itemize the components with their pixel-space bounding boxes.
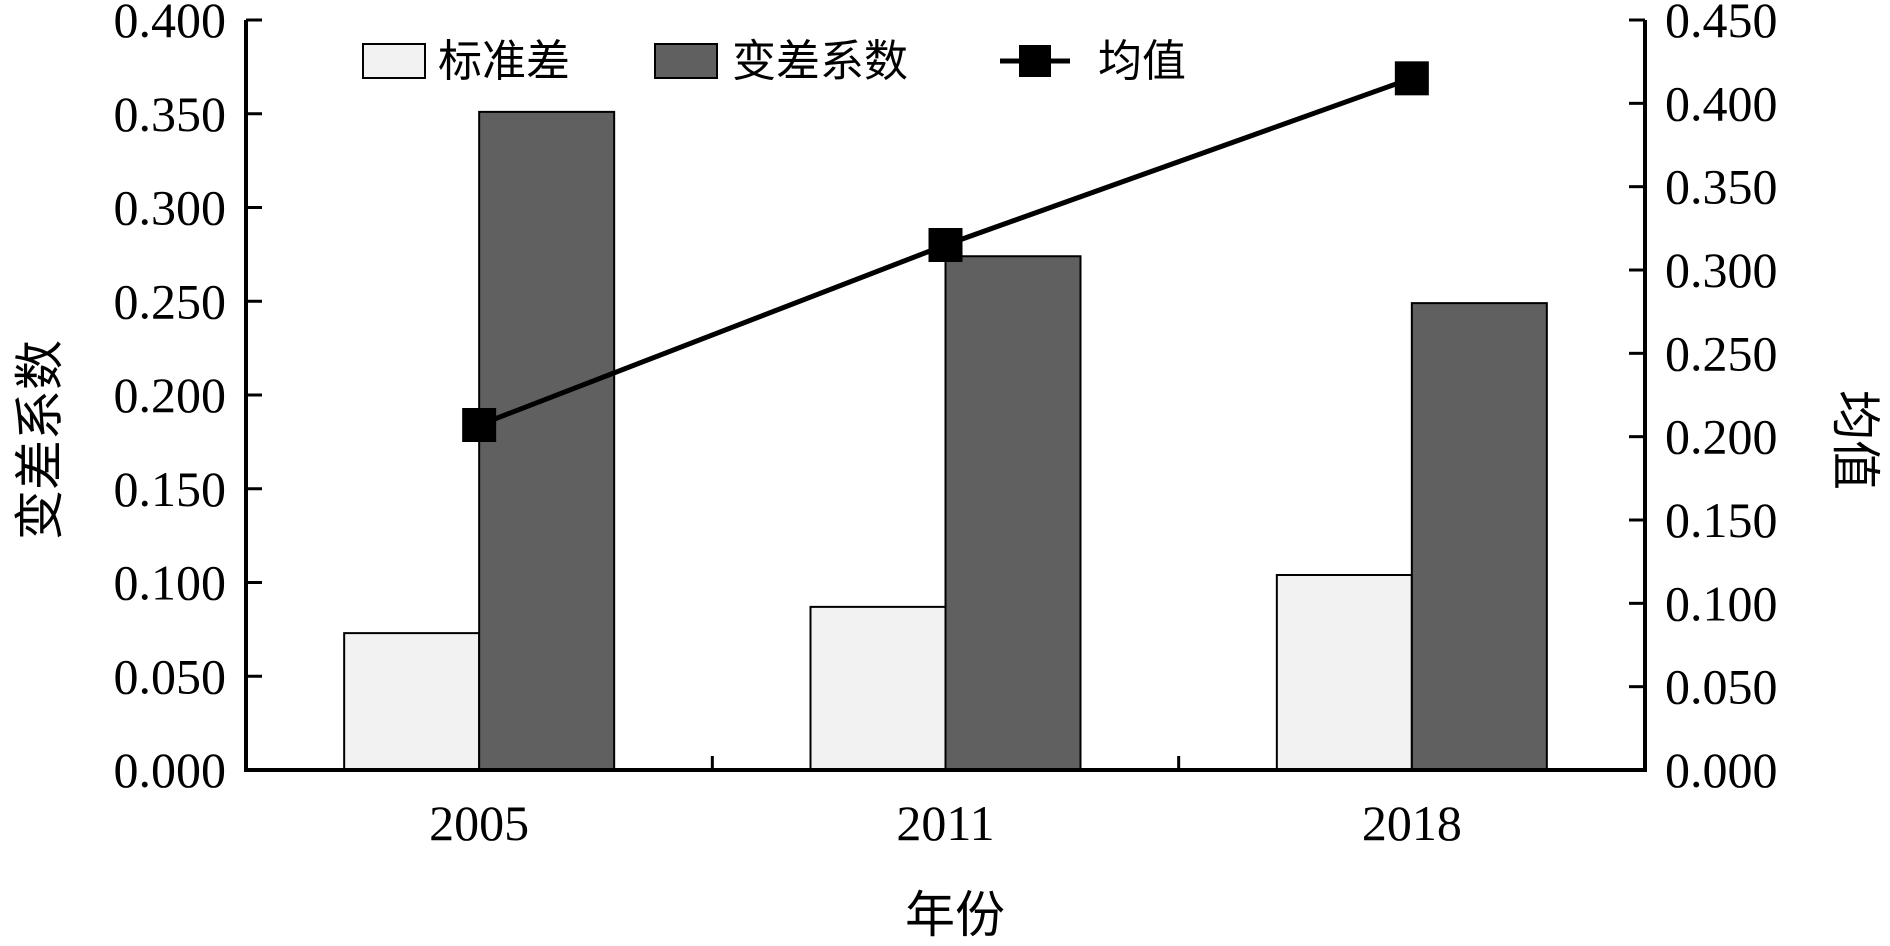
y-tick-label: 0.000	[114, 742, 227, 798]
bar-cv-2011	[944, 255, 1082, 771]
y-tick-label: 0.100	[114, 555, 227, 611]
legend-swatch-cv	[654, 43, 718, 79]
y-axis-title: 变差系数	[11, 340, 69, 540]
y2-tick-label: 0.200	[1665, 409, 1778, 465]
bar-cv-2005	[478, 110, 616, 771]
y2-tick-label: 0.100	[1665, 575, 1778, 631]
x-tick-label: 2005	[429, 795, 529, 851]
y2-tick-label: 0.050	[1665, 659, 1778, 715]
y2-tick-label: 0.300	[1665, 242, 1778, 298]
legend-label-cv: 变差系数	[732, 36, 908, 87]
y2-axis-title: 均值	[1826, 390, 1884, 490]
legend-swatch-std	[362, 43, 426, 79]
legend-label-std: 标准差	[438, 36, 570, 87]
x-axis-title: 年份	[905, 886, 1005, 944]
y-tick-label: 0.300	[114, 180, 227, 236]
y-tick-label: 0.050	[114, 648, 227, 704]
y2-tick-label: 0.350	[1665, 159, 1778, 215]
y-tick-label: 0.400	[114, 0, 227, 48]
y-tick-label: 0.350	[114, 86, 227, 142]
bar-cv-2018	[1410, 302, 1548, 771]
y2-tick-label: 0.450	[1665, 0, 1778, 48]
line-layer	[462, 61, 1429, 442]
bar-std-2011	[809, 605, 947, 771]
y-tick-label: 0.250	[114, 273, 227, 329]
y2-tick-label: 0.250	[1665, 325, 1778, 381]
bars-layer	[343, 110, 1548, 771]
mean-point-2011	[928, 228, 963, 262]
y-tick-label: 0.150	[114, 461, 227, 517]
bar-std-2005	[343, 632, 481, 771]
mean-point-2018	[1394, 61, 1429, 96]
mean-point-2005	[462, 408, 497, 442]
legend-label-mean: 均值	[1098, 36, 1186, 87]
y2-tick-label: 0.400	[1665, 75, 1778, 131]
x-tick-label: 2011	[896, 795, 994, 851]
legend-marker-mean	[1019, 45, 1051, 77]
y-tick-label: 0.200	[114, 367, 227, 423]
bar-std-2018	[1275, 574, 1413, 771]
y2-tick-label: 0.150	[1665, 492, 1778, 548]
x-tick-label: 2018	[1362, 795, 1462, 851]
y2-tick-label: 0.000	[1665, 742, 1778, 798]
legend: 标准差 变差系数 均值	[362, 36, 1186, 87]
axes-layer: 2005 2011 2018 0.000 0.050 0.100 0.150 0.200 0.2…	[114, 0, 1778, 851]
